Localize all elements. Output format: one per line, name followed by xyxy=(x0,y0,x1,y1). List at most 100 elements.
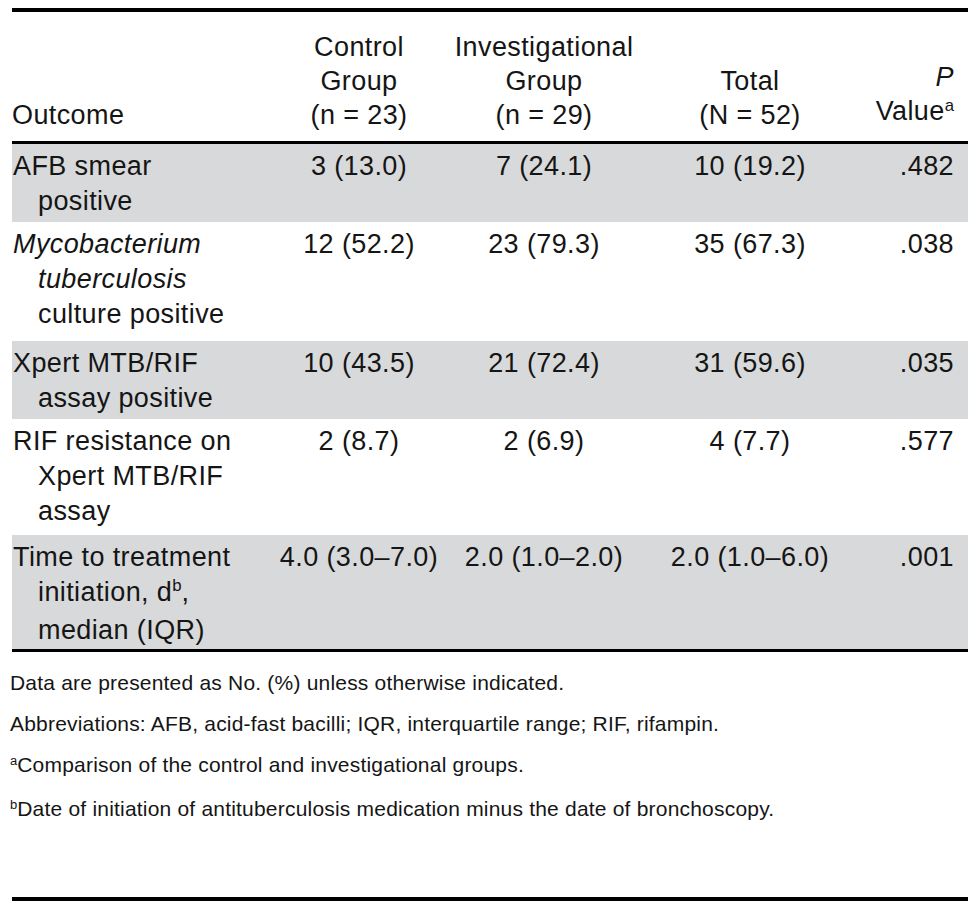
cell-p-value: .035 xyxy=(856,341,968,419)
text-line: Control xyxy=(274,30,444,64)
text-segment: assay positive xyxy=(38,383,213,413)
text-segment: Date of initiation of antituberculosis m… xyxy=(17,797,774,820)
text-line: culture positive xyxy=(13,297,273,332)
cell-control: 3 (13.0) xyxy=(274,143,444,222)
cell-control: 4.0 (3.0–7.0) xyxy=(274,535,444,651)
footnote-abbreviations: Abbreviations: AFB, acid-fast bacilli; I… xyxy=(10,709,970,739)
text-segment: (n = 29) xyxy=(495,100,592,130)
cell-outcome: RIF resistance on Xpert MTB/RIF assay xyxy=(12,419,274,535)
text-segment: Mycobacterium xyxy=(13,229,201,259)
text-line: (n = 23) xyxy=(274,98,444,132)
text-segment: Time to treatment xyxy=(13,542,230,572)
cell-p-value: .577 xyxy=(856,419,968,535)
text-segment: Comparison of the control and investigat… xyxy=(17,753,524,776)
text-line: Xpert MTB/RIF xyxy=(13,459,273,494)
text-line: Outcome xyxy=(12,98,274,132)
text-line: Valuea xyxy=(856,94,954,132)
header-p-value: PValuea xyxy=(856,12,968,143)
text-line: Total xyxy=(644,64,856,98)
footnote-b: bDate of initiation of antituberculosis … xyxy=(10,794,970,827)
text-line: Time to treatment xyxy=(13,540,273,575)
text-line: assay xyxy=(13,494,273,529)
text-segment: Xpert MTB/RIF xyxy=(38,461,223,491)
header-total: Total (N = 52) xyxy=(644,12,856,143)
text-segment: median (IQR) xyxy=(38,615,205,645)
text-line: AFB smear xyxy=(13,149,273,184)
text-segment: positive xyxy=(38,186,133,216)
text-line: bDate of initiation of antituberculosis … xyxy=(10,794,970,827)
cell-p-value: .038 xyxy=(856,222,968,341)
header-outcome: Outcome xyxy=(12,12,274,143)
text-line: P xyxy=(856,60,954,94)
table-row-mtb-culture: Mycobacterium tuberculosis culture positiv… xyxy=(12,222,968,341)
text-segment: AFB smear xyxy=(13,151,152,181)
text-segment: Group xyxy=(505,66,582,96)
cell-p-value: .001 xyxy=(856,535,968,651)
text-segment: culture positive xyxy=(38,299,225,329)
text-segment: Group xyxy=(320,66,397,96)
cell-investigational: 2.0 (1.0–2.0) xyxy=(444,535,644,651)
text-line: (N = 52) xyxy=(644,98,856,132)
cell-total: 10 (19.2) xyxy=(644,143,856,222)
text-segment: assay xyxy=(38,496,111,526)
cell-outcome: AFB smear positive xyxy=(12,143,274,222)
text-line: median (IQR) xyxy=(13,613,273,648)
text-segment: RIF resistance on xyxy=(13,426,231,456)
header-row: Outcome Control Group (n = 23) Investigati… xyxy=(12,12,968,143)
footnotes: Data are presented as No. (%) unless oth… xyxy=(10,668,970,838)
text-line: Investigational xyxy=(444,30,644,64)
cell-outcome: Xpert MTB/RIF assay positive xyxy=(12,341,274,419)
text-segment: Outcome xyxy=(12,100,124,130)
text-segment: , xyxy=(182,577,190,607)
text-segment: initiation, d xyxy=(38,577,172,607)
text-line: initiation, db, xyxy=(13,575,273,613)
cell-outcome: Time to treatmentinitiation, db,median (… xyxy=(12,535,274,651)
text-segment: Data are presented as No. (%) unless oth… xyxy=(10,671,564,694)
text-segment: Value xyxy=(876,96,945,126)
cell-investigational: 23 (79.3) xyxy=(444,222,644,341)
cell-investigational: 7 (24.1) xyxy=(444,143,644,222)
text-segment: (N = 52) xyxy=(699,100,800,130)
table-row-afb-smear: AFB smear positive 3 (13.0) 7 (24.1) 10 (… xyxy=(12,143,968,222)
table-row-time-to-treatment: Time to treatmentinitiation, db,median (… xyxy=(12,535,968,651)
text-segment: P xyxy=(936,62,954,92)
text-line: Mycobacterium xyxy=(13,227,273,262)
cell-investigational: 2 (6.9) xyxy=(444,419,644,535)
text-segment: Xpert MTB/RIF xyxy=(13,348,198,378)
text-line: (n = 29) xyxy=(444,98,644,132)
cell-total: 35 (67.3) xyxy=(644,222,856,341)
outcomes-table: Outcome Control Group (n = 23) Investigati… xyxy=(12,12,968,652)
header-control-group: Control Group (n = 23) xyxy=(274,12,444,143)
text-line: positive xyxy=(13,184,273,219)
paper-table-figure: { "table": { "headers": { "outcome": [[{… xyxy=(0,0,979,913)
table-row-rif-resistance: RIF resistance on Xpert MTB/RIF assay 2 (8… xyxy=(12,419,968,535)
text-line: Abbreviations: AFB, acid-fast bacilli; I… xyxy=(10,709,970,739)
cell-control: 12 (52.2) xyxy=(274,222,444,341)
text-line: assay positive xyxy=(13,381,273,416)
cell-control: 2 (8.7) xyxy=(274,419,444,535)
text-line: Group xyxy=(274,64,444,98)
footnote-data-presentation: Data are presented as No. (%) unless oth… xyxy=(10,668,970,698)
page-bottom-rule xyxy=(12,897,968,901)
superscript-marker: a xyxy=(945,96,954,115)
header-investigational-group: InvestigationalGroup (n = 29) xyxy=(444,12,644,143)
text-segment: tuberculosis xyxy=(38,264,187,294)
superscript-marker: b xyxy=(10,797,17,812)
cell-p-value: .482 xyxy=(856,143,968,222)
cell-total: 4 (7.7) xyxy=(644,419,856,535)
cell-outcome: Mycobacterium tuberculosis culture positiv… xyxy=(12,222,274,341)
table-row-xpert-assay: Xpert MTB/RIF assay positive 10 (43.5) 21… xyxy=(12,341,968,419)
text-line: Data are presented as No. (%) unless oth… xyxy=(10,668,970,698)
text-line: tuberculosis xyxy=(13,262,273,297)
cell-total: 2.0 (1.0–6.0) xyxy=(644,535,856,651)
cell-control: 10 (43.5) xyxy=(274,341,444,419)
text-segment: Total xyxy=(720,66,779,96)
cell-total: 31 (59.6) xyxy=(644,341,856,419)
cell-investigational: 21 (72.4) xyxy=(444,341,644,419)
superscript-marker: a xyxy=(10,753,17,768)
footnote-a: aComparison of the control and investiga… xyxy=(10,750,970,783)
text-line: RIF resistance on xyxy=(13,424,273,459)
text-line: Xpert MTB/RIF xyxy=(13,346,273,381)
text-segment: (n = 23) xyxy=(310,100,407,130)
text-segment: Control xyxy=(314,32,404,62)
